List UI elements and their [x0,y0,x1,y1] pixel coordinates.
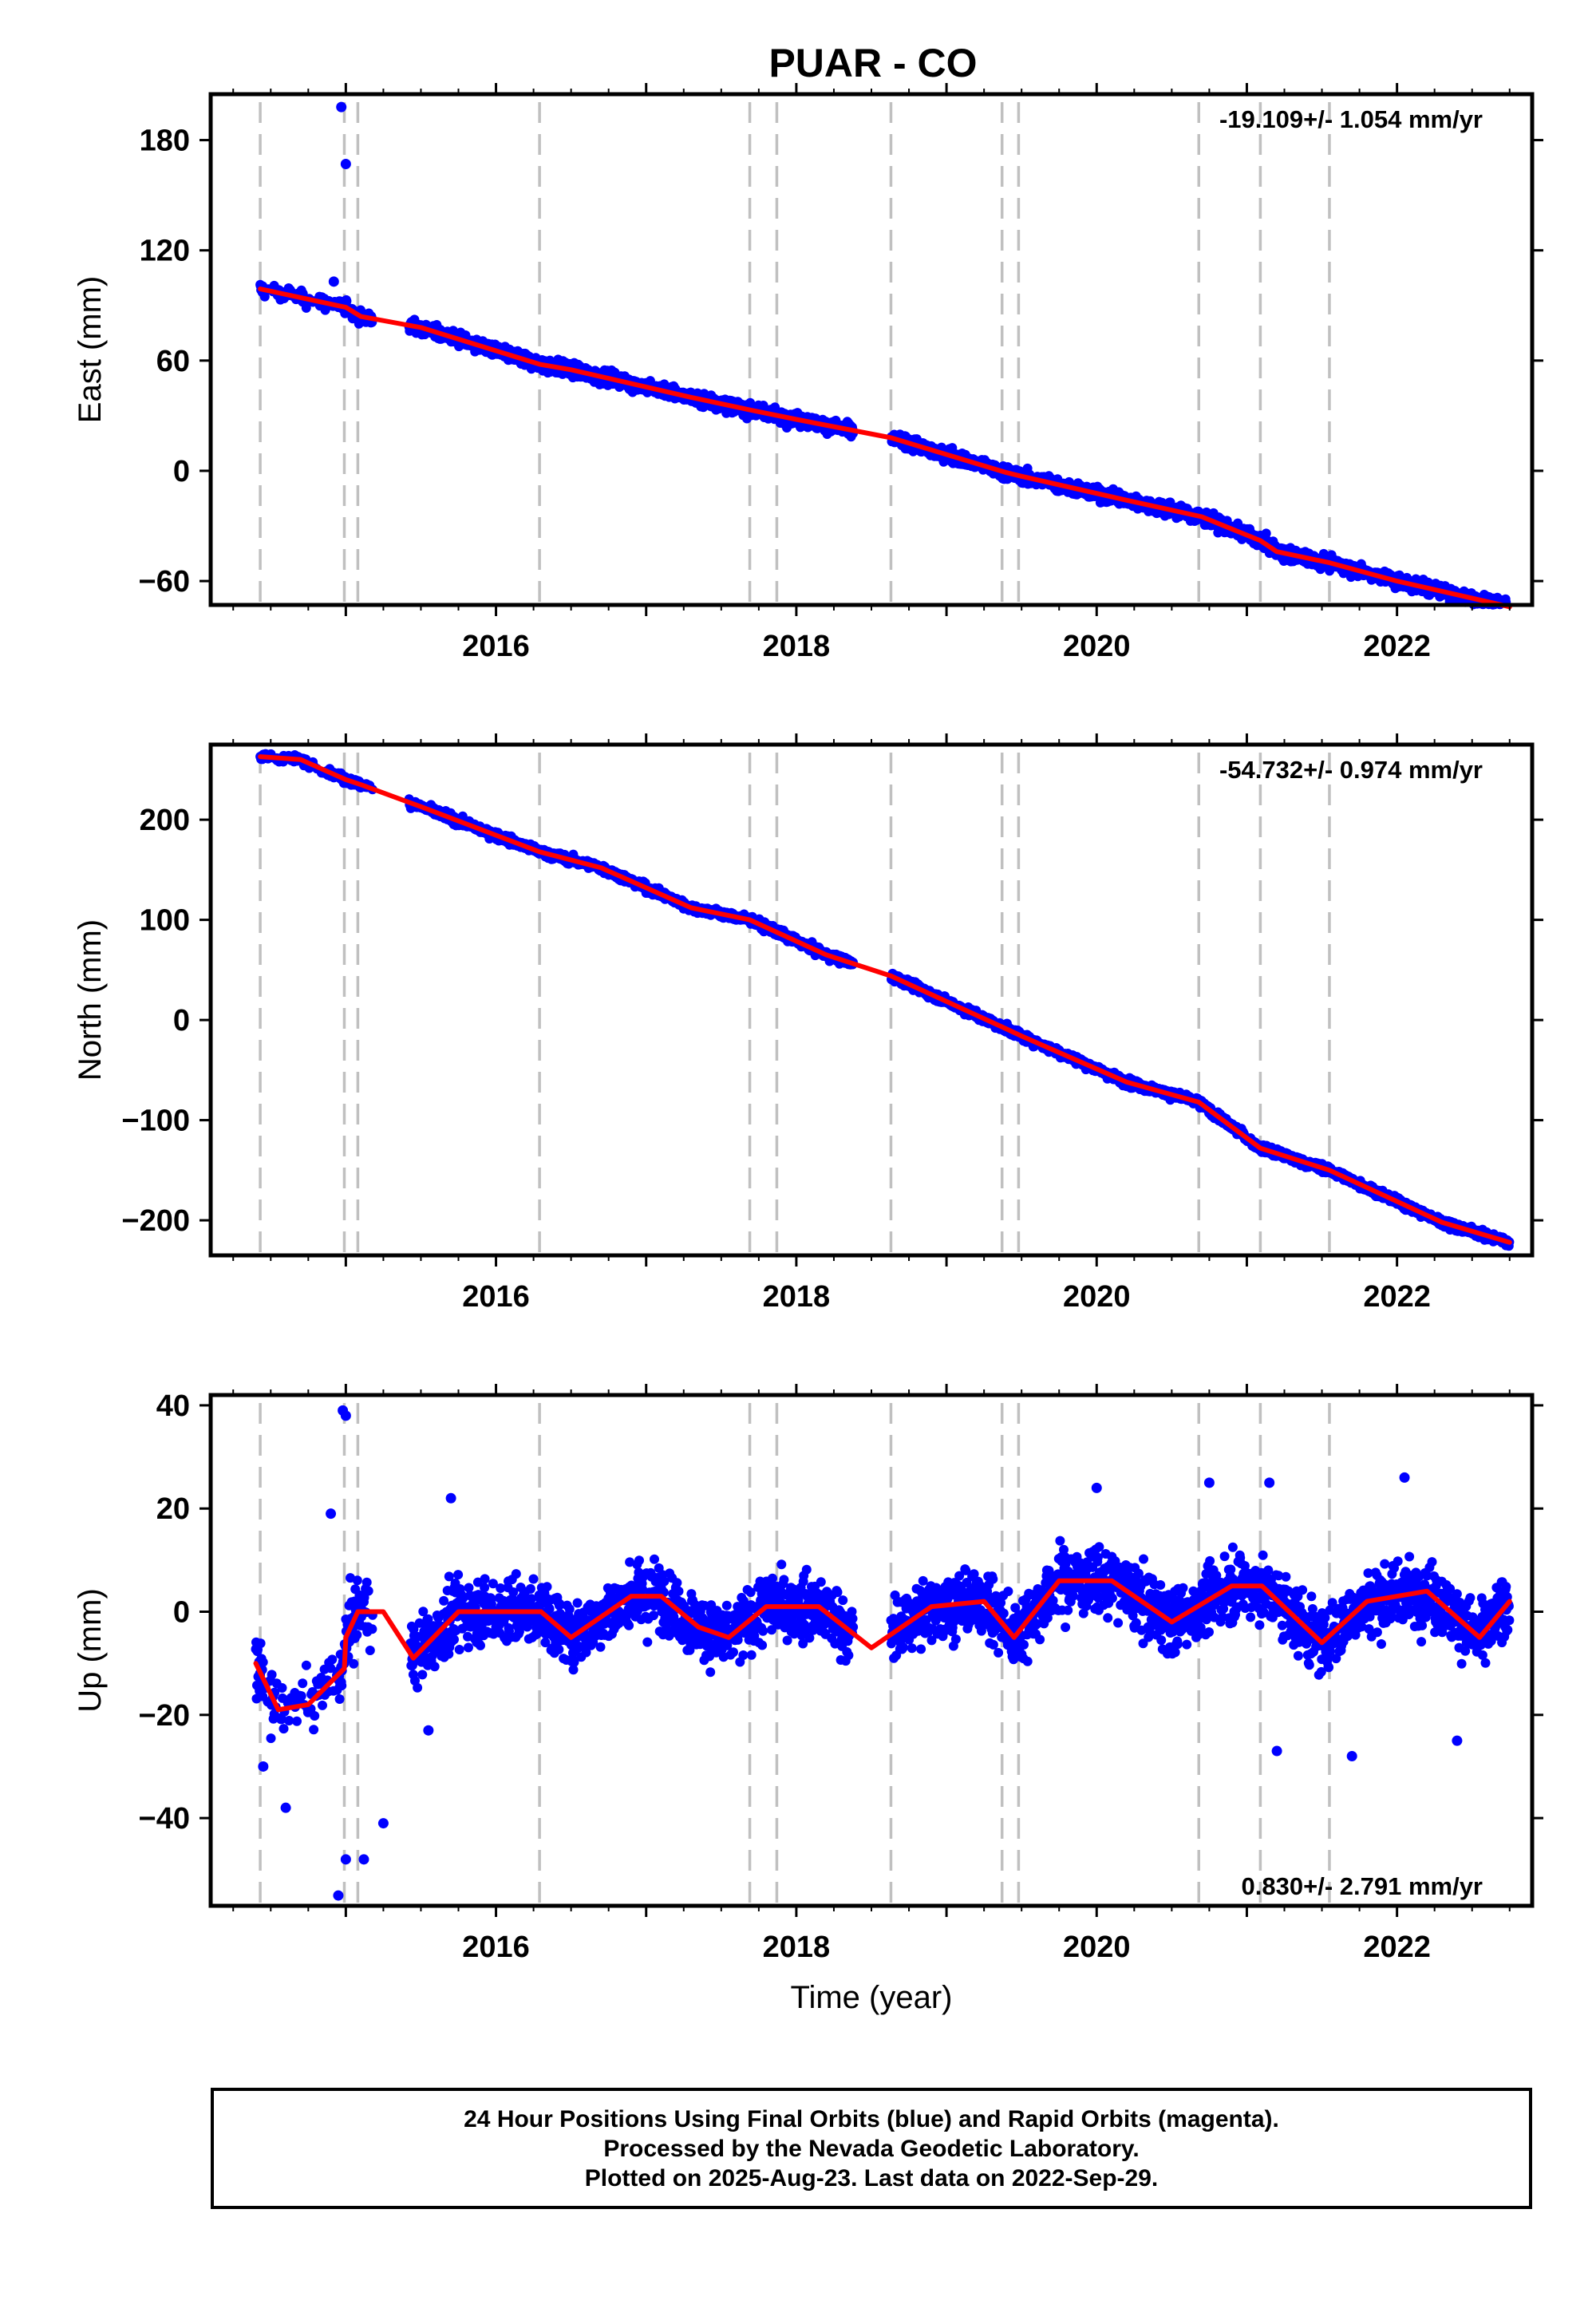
panel-east: −60 0 60 120 180 2016 2018 2020 2022 East (mm) -19… [73,83,1543,663]
y-tick-label: 60 [156,345,190,378]
x-tick-label: 2020 [1063,630,1131,663]
y-tick-label: 180 [140,124,190,158]
rate-label: -19.109+/- 1.054 mm/yr [1219,105,1483,133]
data-points [255,749,1515,1251]
data-point [342,296,352,306]
y-tick-label: −60 [139,565,190,599]
x-tick-label: 2018 [763,630,831,663]
y-tick-label: 120 [140,235,190,268]
outlier-point [328,276,339,287]
y-axis-label: East (mm) [73,276,108,423]
data-point [259,291,270,302]
outlier-point [336,101,347,113]
data-point [301,302,311,313]
chart-title: PUAR - CO [768,41,977,85]
x-tick-label: 2022 [1363,630,1431,663]
data-points [255,101,1511,610]
plot-frame [208,92,1535,607]
model-fit-line [258,287,1512,610]
x-tick-label: 2016 [462,630,530,663]
y-tick-label: 0 [173,455,190,488]
outlier-point [340,158,351,169]
